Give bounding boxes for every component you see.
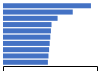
bar — [3, 22, 52, 27]
bars — [3, 3, 91, 64]
bar — [3, 28, 51, 33]
bar — [3, 60, 48, 65]
chart — [0, 0, 100, 71]
x-axis-line — [4, 67, 98, 71]
bar — [3, 3, 91, 8]
bar — [3, 41, 50, 46]
bar — [3, 53, 48, 58]
bar — [3, 47, 49, 52]
plot-area — [3, 3, 98, 71]
bar — [3, 10, 73, 15]
x-axis — [4, 67, 98, 71]
bar — [3, 35, 50, 40]
bar — [3, 16, 58, 21]
